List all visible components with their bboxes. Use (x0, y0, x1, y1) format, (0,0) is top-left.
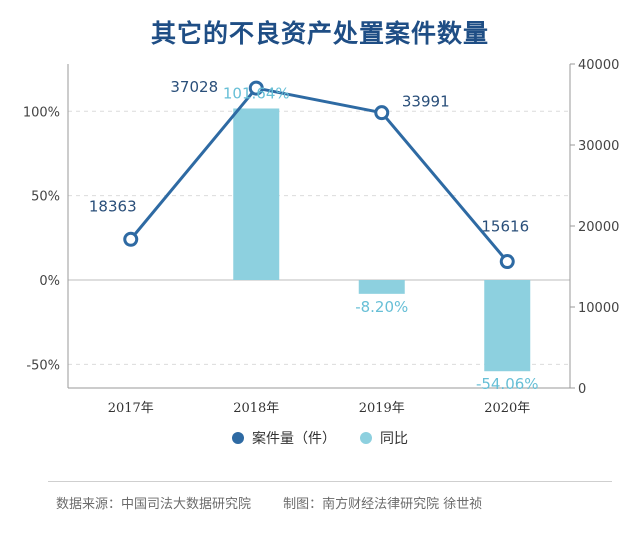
legend: 案件量（件） 同比 (232, 430, 408, 447)
left-axis-tick-label: 100% (23, 105, 60, 120)
left-axis-tick-label: 50% (31, 190, 60, 205)
line-value-label: 33991 (402, 93, 450, 111)
axes: 100% 50% 0% -50% 40000 30000 20000 10000 0 2017年 2… (23, 58, 620, 416)
right-axis-tick-label: 0 (578, 382, 586, 397)
bar (233, 108, 280, 280)
line-value-label: 18363 (89, 197, 137, 215)
bar (484, 280, 531, 372)
x-axis-tick-label: 2019年 (359, 401, 405, 416)
line-point (374, 105, 390, 121)
line-value-label: 15616 (481, 218, 529, 236)
right-axis-tick-label: 40000 (578, 58, 619, 73)
legend-line-label: 案件量（件） (252, 430, 336, 447)
line-point (123, 231, 139, 247)
bar-value-label: 101.64% (223, 84, 290, 102)
line-series (123, 80, 515, 270)
bar (358, 280, 405, 294)
combo-chart: 100% 50% 0% -50% 40000 30000 20000 10000 0 2017年 2… (23, 58, 620, 447)
x-axis-tick-label: 2018年 (233, 401, 279, 416)
data-labels: 101.64% -8.20% -54.06% 18363 37028 33991 15616 (89, 78, 539, 393)
x-axis-tick-label: 2017年 (108, 401, 154, 416)
x-axis-tick-label: 2020年 (484, 401, 530, 416)
right-axis-tick-label: 30000 (578, 139, 619, 154)
footer-divider (48, 481, 612, 482)
right-axis-tick-label: 10000 (578, 301, 619, 316)
left-axis-tick-label: 0% (39, 274, 60, 289)
footer-source: 数据来源：中国司法大数据研究院 (56, 497, 252, 512)
footer: 数据来源：中国司法大数据研究院 制图：南方财经法律研究院 徐世祯 (56, 493, 482, 512)
bar-value-label: -54.06% (476, 375, 539, 393)
legend-bar-label: 同比 (380, 431, 408, 447)
chart-title: 其它的不良资产处置案件数量 (150, 19, 489, 48)
bar-series (233, 108, 531, 372)
series-line (129, 86, 509, 263)
line-value-label: 37028 (170, 78, 218, 96)
line-point (248, 80, 264, 96)
footer-credit: 制图：南方财经法律研究院 徐世祯 (283, 497, 483, 512)
line-point (499, 254, 515, 270)
bar-value-label: -8.20% (355, 298, 408, 316)
right-axis-tick-label: 20000 (578, 220, 619, 235)
left-axis-tick-label: -50% (26, 358, 60, 373)
legend-line-icon (232, 432, 244, 444)
legend-bar-icon (360, 432, 372, 444)
